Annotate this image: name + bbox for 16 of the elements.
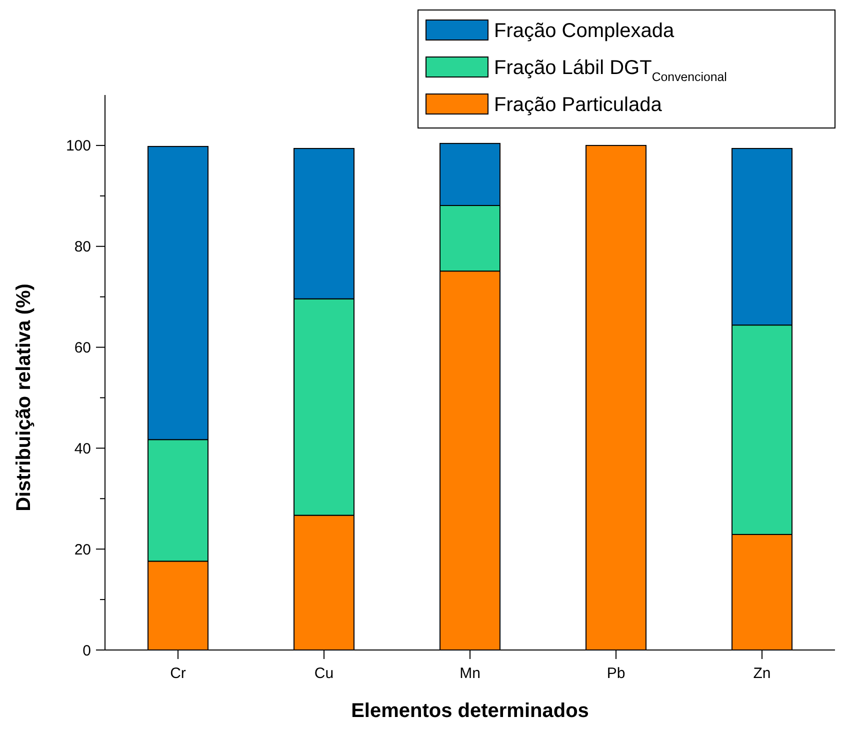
legend-label: Fração Particulada: [494, 94, 663, 116]
y-tick-label: 40: [74, 440, 91, 458]
legend-label: Fração Complexada: [494, 20, 675, 42]
y-axis-title: Distribuição relativa (%): [13, 284, 35, 512]
legend-label: Fração Lábil DGT$_{Convencional}$: [494, 57, 727, 84]
x-tick-label: Cr: [170, 665, 186, 682]
y-tick-label: 80: [74, 238, 91, 256]
y-tick-label: 60: [74, 340, 91, 357]
x-tick-label: Mn: [460, 665, 480, 682]
x-tick-label: Pb: [606, 665, 626, 682]
x-axis-title: Elementos determinados: [351, 700, 589, 722]
y-tick-label: 0: [82, 642, 91, 660]
x-tick-label: Zn: [753, 665, 771, 682]
y-tick-label: 20: [74, 541, 91, 558]
x-tick-label: Cu: [314, 665, 334, 682]
y-tick-label: 100: [66, 138, 91, 155]
